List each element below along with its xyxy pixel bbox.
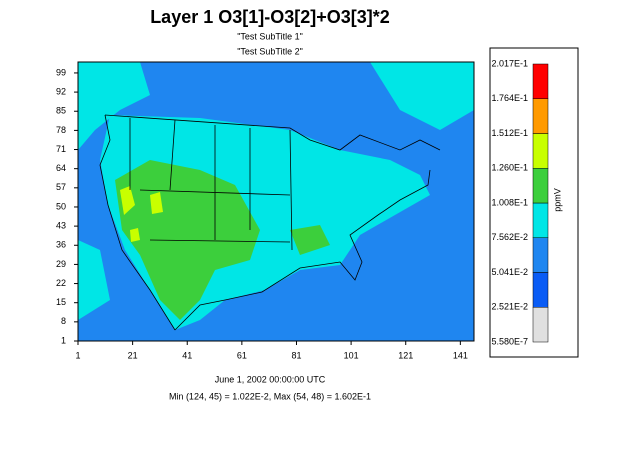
x-tick-label: 101	[344, 350, 359, 360]
legend-color	[532, 307, 549, 343]
legend-box	[489, 47, 579, 358]
legend-label: 2.521E-2	[491, 302, 528, 312]
date: June 1, 2002 00:00:00 UTC	[215, 374, 326, 384]
y-tick-label: 64	[56, 163, 66, 173]
subtitle: "Test SubTitle 1"	[237, 31, 303, 41]
x-tick-label: 41	[182, 350, 192, 360]
legend-label: 2.017E-1	[491, 58, 528, 68]
y-tick-label: 36	[56, 240, 66, 250]
y-tick-label: 43	[56, 220, 66, 230]
legend-label: 1.512E-1	[491, 128, 528, 138]
plot-frame	[77, 61, 475, 342]
x-tick-label: 1	[75, 350, 80, 360]
y-tick-label: 1	[61, 335, 66, 345]
legend-color	[532, 133, 549, 169]
y-tick-label: 57	[56, 182, 66, 192]
y-tick-label: 99	[56, 67, 66, 77]
x-tick-label: 141	[453, 350, 468, 360]
x-tick-label: 81	[291, 350, 301, 360]
y-tick-label: 78	[56, 125, 66, 135]
y-tick-label: 29	[56, 259, 66, 269]
legend-unit: ppmV	[552, 188, 562, 212]
y-tick-label: 92	[56, 86, 66, 96]
y-tick-label: 50	[56, 201, 66, 211]
x-tick-label: 61	[237, 350, 247, 360]
y-tick-label: 22	[56, 278, 66, 288]
subtitle: "Test SubTitle 2"	[237, 46, 303, 56]
legend-color	[532, 237, 549, 273]
title: Layer 1 O3[1]-O3[2]+O3[3]*2	[150, 7, 390, 27]
y-tick-label: 8	[61, 316, 66, 326]
y-tick-label: 71	[56, 144, 66, 154]
legend-color	[532, 168, 549, 204]
legend-label: 1.764E-1	[491, 93, 528, 103]
legend-color	[532, 98, 549, 134]
legend-label: 5.041E-2	[491, 267, 528, 277]
y-tick-label: 85	[56, 106, 66, 116]
x-tick-label: 121	[398, 350, 413, 360]
legend-color	[532, 272, 549, 308]
legend-label: 5.580E-7	[491, 336, 528, 346]
legend-color	[532, 202, 549, 238]
y-tick-label: 15	[56, 297, 66, 307]
map	[78, 62, 474, 341]
legend-label: 7.562E-2	[491, 232, 528, 242]
legend-label: 1.260E-1	[491, 163, 528, 173]
legend-color	[532, 63, 549, 99]
min-max: Min (124, 45) = 1.022E-2, Max (54, 48) =…	[169, 391, 371, 401]
x-tick-label: 21	[128, 350, 138, 360]
legend-label: 1.008E-1	[491, 197, 528, 207]
